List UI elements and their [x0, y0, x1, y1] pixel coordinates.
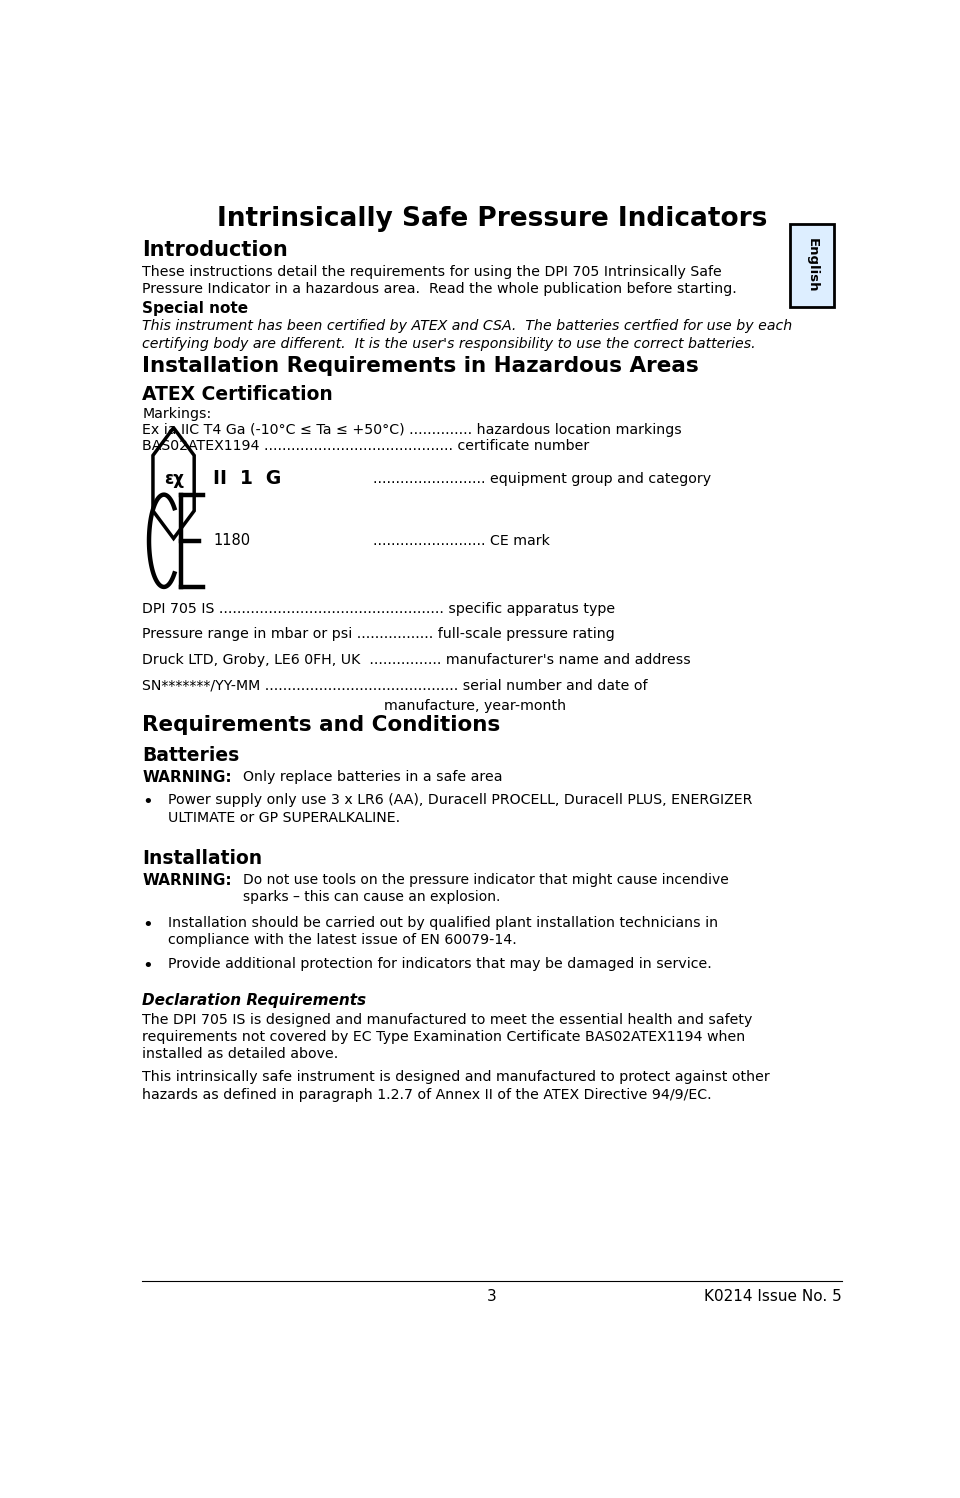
- Text: manufacture, year-month: manufacture, year-month: [384, 698, 566, 713]
- Text: Provide additional protection for indicators that may be damaged in service.: Provide additional protection for indica…: [168, 957, 712, 971]
- Text: certifying body are different.  It is the user's responsibility to use the corre: certifying body are different. It is the…: [142, 337, 756, 351]
- Text: •: •: [142, 957, 153, 975]
- Text: Ex ia IIC T4 Ga (-10°C ≤ Ta ≤ +50°C) .............. hazardous location markings: Ex ia IIC T4 Ga (-10°C ≤ Ta ≤ +50°C) ...…: [142, 422, 682, 437]
- Text: hazards as defined in paragraph 1.2.7 of Annex II of the ATEX Directive 94/9/EC.: hazards as defined in paragraph 1.2.7 of…: [142, 1088, 712, 1101]
- Text: requirements not covered by EC Type Examination Certificate BAS02ATEX1194 when: requirements not covered by EC Type Exam…: [142, 1029, 746, 1044]
- Text: 1180: 1180: [213, 533, 251, 548]
- Text: K0214 Issue No. 5: K0214 Issue No. 5: [704, 1290, 842, 1305]
- Text: Pressure Indicator in a hazardous area.  Read the whole publication before start: Pressure Indicator in a hazardous area. …: [142, 283, 737, 297]
- Text: ......................... CE mark: ......................... CE mark: [372, 533, 550, 548]
- Text: SN*******/YY-MM ........................................... serial number and da: SN*******/YY-MM ........................…: [142, 679, 648, 692]
- Text: Declaration Requirements: Declaration Requirements: [142, 993, 367, 1008]
- Text: ......................... equipment group and category: ......................... equipment grou…: [372, 472, 711, 485]
- Text: These instructions detail the requirements for using the DPI 705 Intrinsically S: These instructions detail the requiremen…: [142, 265, 722, 279]
- Text: ATEX Certification: ATEX Certification: [142, 385, 333, 404]
- Text: English: English: [805, 238, 819, 292]
- Text: ULTIMATE or GP SUPERALKALINE.: ULTIMATE or GP SUPERALKALINE.: [168, 810, 400, 825]
- Text: Requirements and Conditions: Requirements and Conditions: [142, 715, 500, 736]
- Text: This intrinsically safe instrument is designed and manufactured to protect again: This intrinsically safe instrument is de…: [142, 1070, 770, 1085]
- Text: Batteries: Batteries: [142, 746, 240, 765]
- Text: Only replace batteries in a safe area: Only replace batteries in a safe area: [243, 770, 502, 785]
- Text: •: •: [142, 915, 153, 933]
- Text: Introduction: Introduction: [142, 240, 288, 259]
- Text: 3: 3: [487, 1290, 497, 1305]
- Text: •: •: [142, 794, 153, 812]
- Text: This instrument has been certified by ATEX and CSA.  The batteries certfied for : This instrument has been certified by AT…: [142, 319, 793, 334]
- Text: Installation: Installation: [142, 849, 262, 867]
- Text: Do not use tools on the pressure indicator that might cause incendive: Do not use tools on the pressure indicat…: [243, 873, 729, 887]
- FancyBboxPatch shape: [789, 223, 834, 307]
- Text: WARNING:: WARNING:: [142, 770, 232, 785]
- Text: Pressure range in mbar or psi ................. full-scale pressure rating: Pressure range in mbar or psi ..........…: [142, 628, 615, 641]
- Text: Installation should be carried out by qualified plant installation technicians i: Installation should be carried out by qu…: [168, 915, 718, 930]
- Text: Special note: Special note: [142, 301, 249, 316]
- Text: installed as detailed above.: installed as detailed above.: [142, 1047, 339, 1061]
- Text: II  1  G: II 1 G: [213, 469, 281, 488]
- Text: DPI 705 IS .................................................. specific apparatus: DPI 705 IS .............................…: [142, 602, 615, 616]
- Text: εχ: εχ: [163, 469, 183, 487]
- Text: compliance with the latest issue of EN 60079-14.: compliance with the latest issue of EN 6…: [168, 933, 517, 947]
- Text: Markings:: Markings:: [142, 407, 211, 421]
- Text: BAS02ATEX1194 .......................................... certificate number: BAS02ATEX1194 ..........................…: [142, 439, 589, 454]
- Text: Power supply only use 3 x LR6 (AA), Duracell PROCELL, Duracell PLUS, ENERGIZER: Power supply only use 3 x LR6 (AA), Dura…: [168, 794, 753, 807]
- Text: sparks – this can cause an explosion.: sparks – this can cause an explosion.: [243, 890, 500, 905]
- Text: Installation Requirements in Hazardous Areas: Installation Requirements in Hazardous A…: [142, 357, 699, 376]
- Text: Druck LTD, Groby, LE6 0FH, UK  ................ manufacturer's name and address: Druck LTD, Groby, LE6 0FH, UK ..........…: [142, 653, 691, 667]
- Text: Intrinsically Safe Pressure Indicators: Intrinsically Safe Pressure Indicators: [217, 207, 767, 232]
- Text: The DPI 705 IS is designed and manufactured to meet the essential health and saf: The DPI 705 IS is designed and manufactu…: [142, 1013, 753, 1026]
- Text: WARNING:: WARNING:: [142, 873, 232, 888]
